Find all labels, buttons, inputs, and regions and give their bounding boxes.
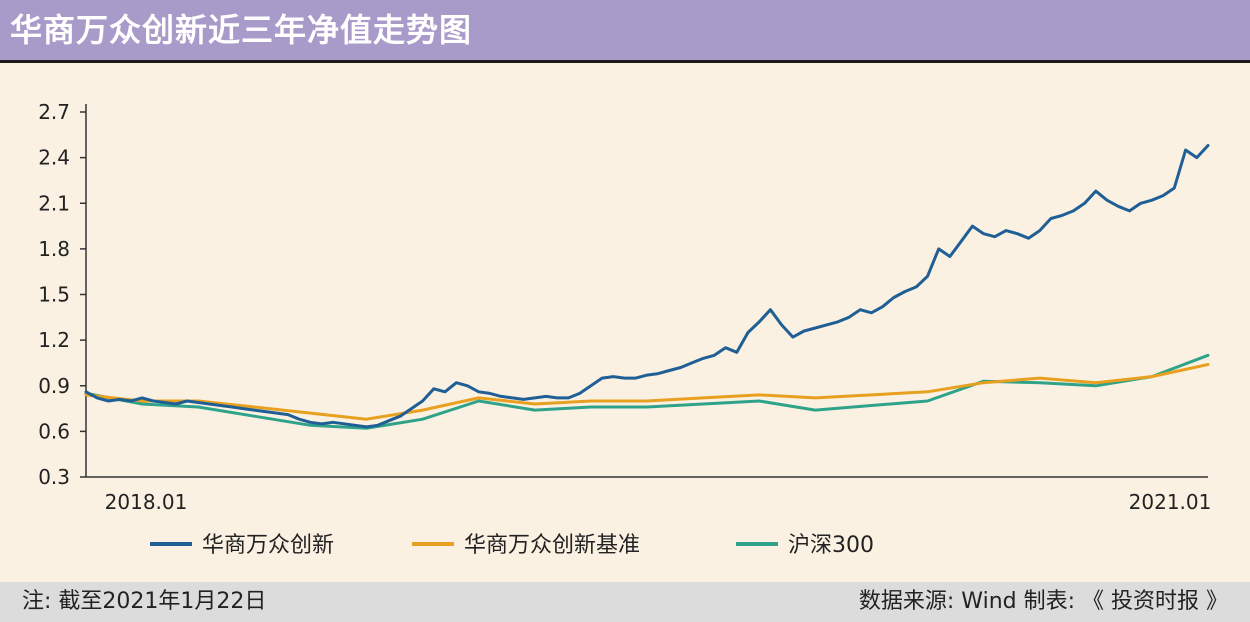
y-tick-label: 2.1	[38, 191, 70, 215]
legend: 华商万众创新 华商万众创新基准 沪深300	[150, 533, 874, 558]
legend-label-1: 华商万众创新基准	[464, 533, 640, 558]
plot-area: 2.7 2.4 2.1 1.8 1.5 1.2 0.9 0.6 0.3 2018.01 2021.0…	[38, 100, 1211, 514]
y-tick-label: 2.4	[38, 146, 70, 170]
footer-bar: 注: 截至2021年1月22日 数据来源: Wind 制表: 《 投资时报 》	[0, 582, 1250, 622]
series-line-1	[84, 363, 1210, 421]
footnote: 注: 截至2021年1月22日	[22, 589, 267, 614]
y-tick-label: 1.8	[38, 237, 70, 261]
line-chart: 2.7 2.4 2.1 1.8 1.5 1.2 0.9 0.6 0.3 2018.01 2021.0…	[38, 100, 1211, 558]
y-tick-label: 0.9	[38, 374, 70, 398]
series-line-0	[84, 144, 1210, 429]
data-source: 数据来源: Wind 制表: 《 投资时报 》	[858, 589, 1228, 614]
y-tick-label: 1.5	[38, 283, 70, 307]
x-tick-label-end: 2021.01	[1129, 490, 1212, 514]
legend-label-0: 华商万众创新	[202, 533, 334, 558]
title-divider	[0, 60, 1250, 63]
y-tick-label: 0.6	[38, 419, 70, 443]
y-tick-label: 0.3	[38, 465, 70, 489]
legend-label-2: 沪深300	[788, 533, 874, 558]
x-tick-label-start: 2018.01	[105, 490, 188, 514]
title-bar: 华商万众创新近三年净值走势图	[0, 0, 1250, 60]
series-line-2	[84, 353, 1210, 430]
y-tick-label: 1.2	[38, 328, 70, 352]
chart-title: 华商万众创新近三年净值走势图	[10, 11, 473, 49]
y-tick-label: 2.7	[38, 100, 70, 124]
